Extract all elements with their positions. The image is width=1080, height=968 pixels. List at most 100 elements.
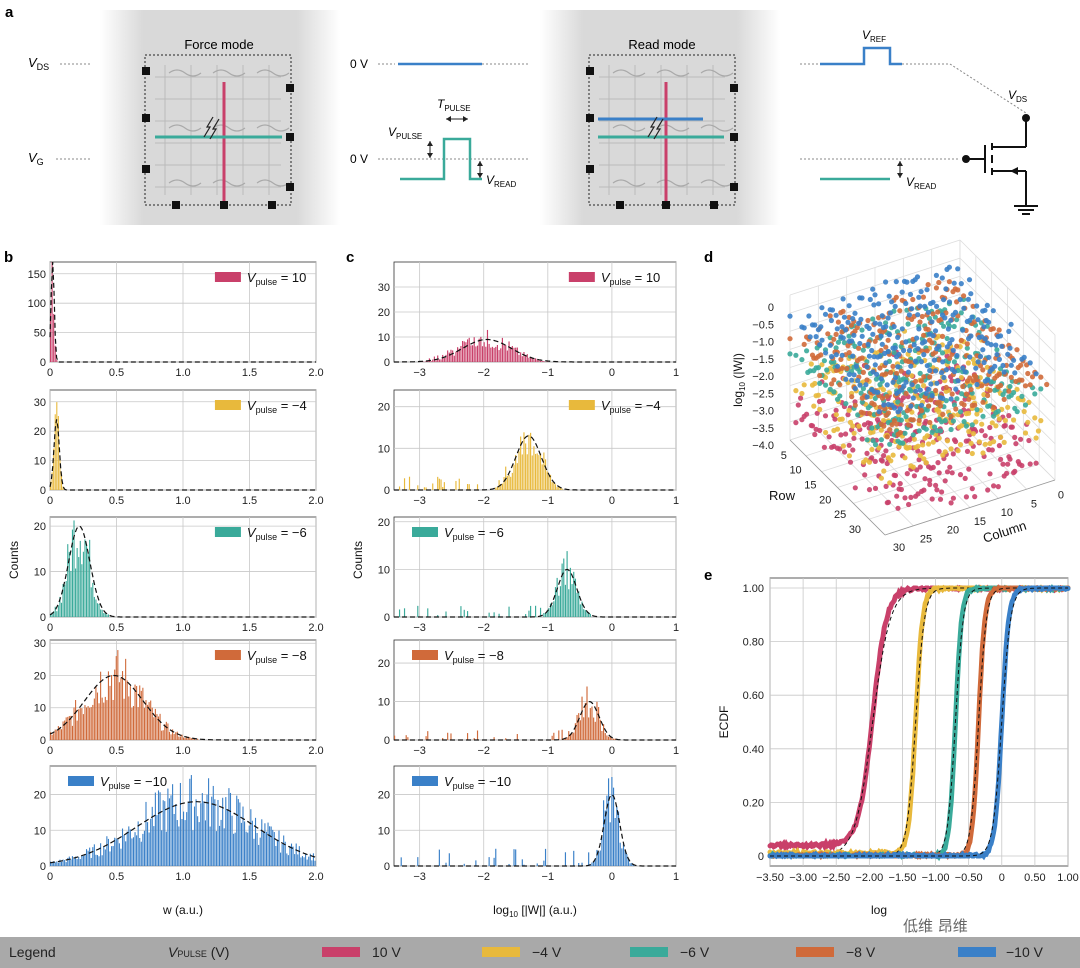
scatter-point [870,286,876,292]
hist-bar [501,483,503,490]
scatter-point [943,384,949,391]
hist-bar [57,416,59,490]
scatter-point [909,306,915,312]
scatter-point [937,428,944,434]
scatter-point [864,323,870,329]
scatter-point [826,434,832,440]
scatter-point [937,395,944,401]
scatter-point [955,448,961,454]
hist-xtick-label: −1 [542,495,555,507]
hist-bar [51,612,53,617]
scatter-point [1027,461,1033,467]
hist-fit-curve [49,419,316,491]
hist-bar [466,484,469,490]
scatter-point [930,333,936,339]
scatter-point [878,421,885,427]
scatter-point [930,311,936,317]
scatter-point [811,403,817,409]
hist-bar [612,738,615,740]
scatter-point [950,495,957,501]
hist-bar [76,548,78,617]
hist-bar [490,347,492,362]
force-mode-background [100,10,340,225]
scatter-point [954,343,960,349]
scatter-point [1035,428,1041,434]
scatter-row-tick: 20 [819,494,831,506]
hist-fit-curve [394,794,676,867]
scatter-point [987,471,993,477]
scatter-zlabel: log10 (|W|) [731,353,747,407]
hist-bar [237,799,239,866]
scatter-point [833,412,839,418]
scatter-point [918,289,924,295]
scatter-point [908,363,914,369]
scatter-point [906,501,912,508]
scatter-point [929,393,935,399]
hist-bar [134,684,136,740]
hist-bar [440,359,442,362]
scatter-point [901,278,908,284]
scatter-point [964,378,971,384]
hist-bar [400,857,402,866]
hist-bar [516,734,518,740]
scatter-point [936,448,942,454]
scatter-ztick-label: −1.0 [752,337,774,349]
hist-bar [121,671,124,740]
hist-bar [92,847,94,866]
scatter-point [972,494,978,500]
scatter-point [910,278,916,284]
hist-bar [530,605,532,617]
hist-bar [526,454,528,490]
hist-bar [81,708,83,740]
scatter-point [1005,404,1011,410]
scatter-point [925,309,931,315]
hist-bar [462,340,464,362]
scatter-point [910,296,916,303]
scatter-point [973,365,979,371]
scatter-point [894,354,900,360]
scatter-point [864,394,870,400]
hist-bar [520,436,522,490]
scatter-point [958,310,964,316]
hist-bar [586,611,588,617]
scatter-point [878,376,884,382]
contact-pad [586,114,594,122]
scatter-point [1032,391,1038,397]
hist-bar [51,862,53,866]
hist-bar [186,812,188,866]
hist-bar [150,818,152,866]
hist-bar [588,852,590,866]
hist-bar [549,474,552,490]
scatter-point [917,303,923,309]
scatter-point [948,446,954,452]
hist-bar [475,860,477,866]
hist-bar [495,487,497,490]
hist-xtick-label: 1.0 [175,367,190,379]
hist-bar [153,717,155,740]
scatter-point [895,364,901,370]
scatter-point [884,382,890,388]
hist-xtick-label: 0.5 [109,745,124,757]
hist-bar [184,820,186,866]
legend-label-m8v: −8 V [846,944,876,960]
hist-bar [93,844,95,866]
force-mode-cell-icon [203,116,220,140]
hist-bar [398,486,401,490]
scatter-point [991,483,997,489]
scatter-point [982,441,988,447]
hist-ytick-label: 150 [28,269,46,281]
scatter-point [964,448,971,454]
scatter-point [883,344,889,350]
scatter-point [970,431,977,437]
hist-bar [611,737,613,740]
hist-bar [498,350,500,362]
hist-ytick-label: 10 [34,567,46,579]
scatter-point [793,352,799,358]
vg-force-waveform [400,137,482,181]
hist-bar [543,612,545,617]
memory-cell-glyph [212,69,246,77]
scatter-point [887,310,894,316]
hist-bar [612,787,615,866]
scatter-point [872,338,878,344]
scatter-point [846,333,852,339]
